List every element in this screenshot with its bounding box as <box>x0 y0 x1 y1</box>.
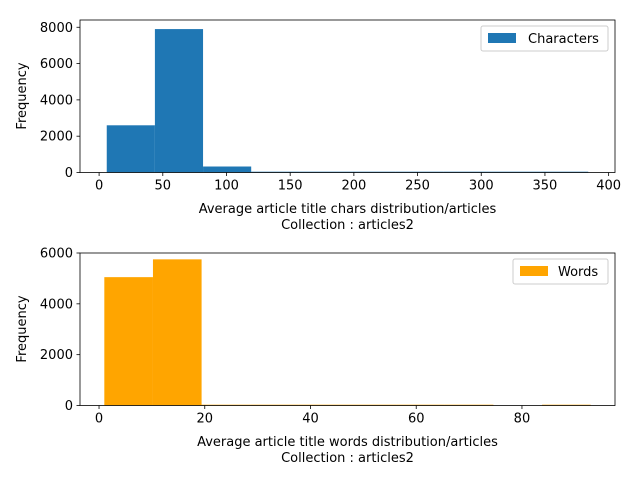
chars-histogram: 0 50 100 150 200 250 300 350 400 0 2000 4000 6000 80… <box>15 19 621 233</box>
chars-x-tick-label: 300 <box>469 179 494 194</box>
chars-x-tick-label: 150 <box>278 179 303 194</box>
chars-y-tick-label: 6000 <box>40 57 73 72</box>
chars-y-ticks: 0 2000 4000 6000 8000 <box>40 21 80 181</box>
words-x-tick-label: 40 <box>302 412 319 427</box>
chars-x-axis-sublabel: Collection : articles2 <box>281 218 414 233</box>
chars-y-tick-label: 8000 <box>40 21 73 36</box>
chars-bar-2 <box>203 166 252 173</box>
chars-legend-swatch <box>488 33 516 43</box>
chars-y-axis-label: Frequency <box>15 62 30 129</box>
words-bar-0 <box>104 277 153 406</box>
words-legend-label: Words <box>558 265 598 280</box>
chars-bar-0 <box>106 125 155 173</box>
chars-y-tick-label: 0 <box>65 166 73 181</box>
chars-legend: Characters <box>480 25 609 52</box>
chars-x-tick-label: 400 <box>596 179 621 194</box>
words-histogram: 0 20 40 60 80 0 2000 4000 6000 Frequency Averag… <box>15 247 616 466</box>
chars-legend-box <box>480 25 609 52</box>
chars-x-tick-label: 250 <box>405 179 430 194</box>
chars-x-tick-label: 100 <box>214 179 239 194</box>
chars-axes-frame <box>79 19 616 173</box>
chars-x-tick-label: 50 <box>155 179 172 194</box>
words-x-tick-label: 0 <box>95 412 103 427</box>
words-bars <box>104 259 591 406</box>
words-x-tick-label: 20 <box>196 412 213 427</box>
words-y-tick-label: 6000 <box>40 247 73 262</box>
chars-x-tick-label: 0 <box>95 179 103 194</box>
words-x-tick-label: 60 <box>408 412 425 427</box>
words-y-tick-label: 4000 <box>40 297 73 312</box>
chars-x-axis-label: Average article title chars distribution… <box>199 202 497 217</box>
words-legend-swatch <box>520 266 548 276</box>
chars-x-tick-label: 350 <box>533 179 558 194</box>
chars-bars <box>106 29 589 173</box>
chars-legend-label: Characters <box>528 32 599 47</box>
chars-y-tick-label: 2000 <box>40 130 73 145</box>
chars-bar-1 <box>154 29 204 173</box>
words-x-tick-label: 80 <box>514 412 531 427</box>
words-bar-1 <box>152 259 202 406</box>
words-x-axis-sublabel: Collection : articles2 <box>281 451 414 466</box>
words-legend: Words <box>512 258 609 285</box>
words-y-tick-label: 2000 <box>40 348 73 363</box>
words-axes-frame <box>79 252 616 406</box>
words-x-ticks: 0 20 40 60 80 <box>95 405 531 427</box>
words-y-tick-label: 0 <box>65 399 73 414</box>
chars-y-tick-label: 4000 <box>40 93 73 108</box>
words-y-ticks: 0 2000 4000 6000 <box>40 247 80 414</box>
words-y-axis-label: Frequency <box>15 295 30 362</box>
words-x-axis-label: Average article title words distribution… <box>197 435 498 450</box>
words-legend-box <box>512 258 609 285</box>
chars-x-tick-label: 200 <box>341 179 366 194</box>
chars-x-ticks: 0 50 100 150 200 250 300 350 400 <box>95 172 621 194</box>
